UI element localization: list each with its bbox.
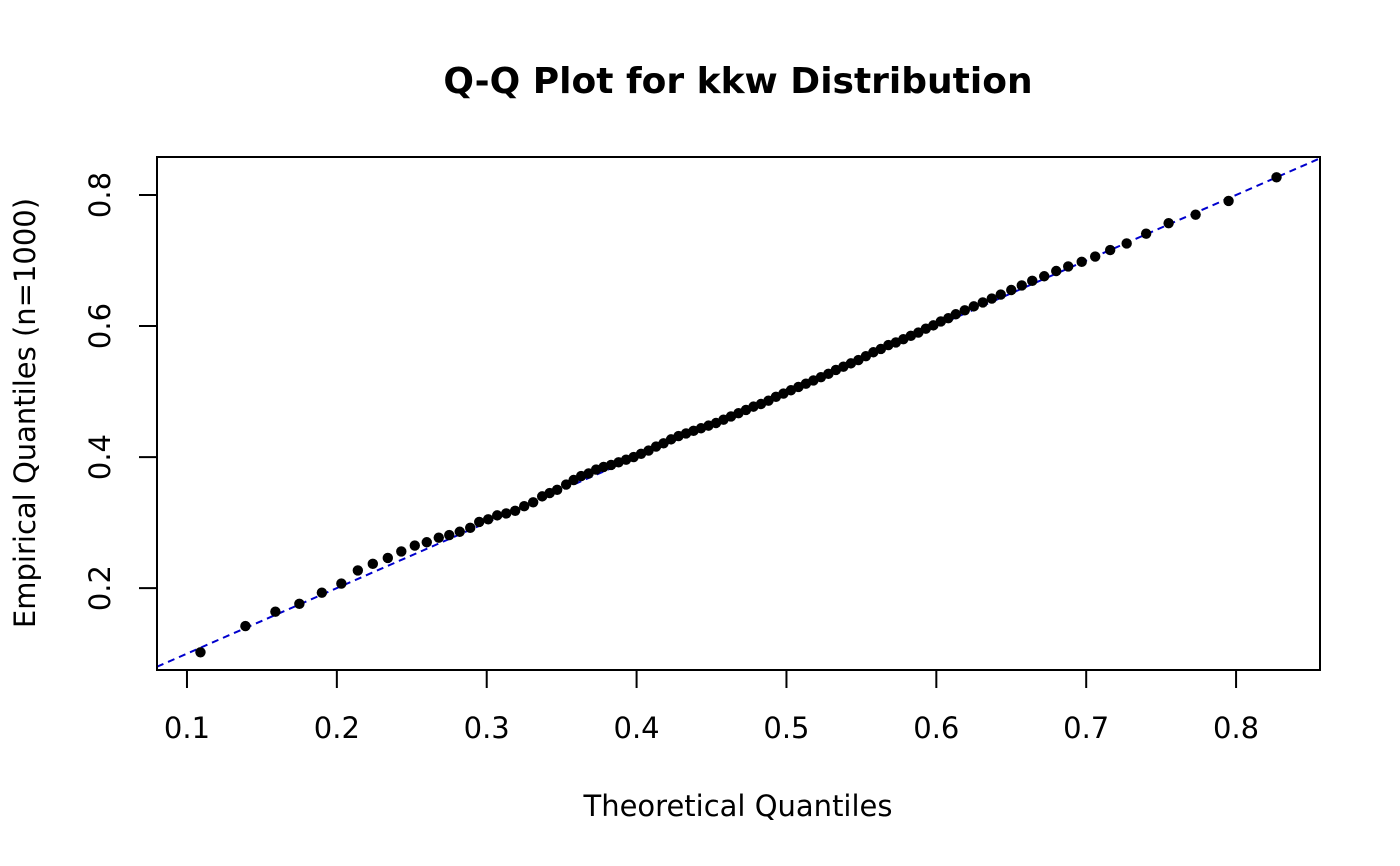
x-tick-label: 0.3: [464, 711, 510, 745]
data-point: [986, 293, 997, 304]
y-tick-label: 0.6: [83, 303, 117, 349]
data-point: [316, 587, 328, 598]
data-point: [1051, 265, 1062, 277]
data-point: [409, 540, 420, 551]
x-tick-label: 0.5: [763, 711, 809, 745]
data-point: [382, 552, 394, 564]
data-point: [270, 606, 281, 617]
data-point: [336, 578, 347, 589]
data-point: [950, 309, 962, 320]
data-point: [1163, 217, 1174, 229]
data-point: [421, 537, 432, 548]
data-point: [444, 529, 455, 541]
data-point: [968, 301, 979, 312]
data-point: [518, 501, 530, 512]
x-tick-label: 0.6: [913, 711, 959, 745]
x-tick-label: 0.1: [164, 711, 210, 745]
data-point: [454, 526, 465, 537]
y-tick-label: 0.8: [83, 172, 117, 218]
data-point: [1271, 172, 1282, 183]
data-point: [977, 297, 988, 308]
data-point: [1121, 238, 1132, 249]
data-point: [527, 497, 539, 508]
data-point: [396, 546, 407, 557]
data-point: [1104, 244, 1116, 256]
y-tick-label: 0.2: [83, 565, 117, 611]
data-point: [1089, 251, 1101, 262]
y-axis-label: Empirical Quantiles (n=1000): [8, 198, 42, 628]
chart-title: Q-Q Plot for kkw Distribution: [443, 61, 1032, 102]
data-point: [995, 289, 1006, 300]
data-point: [1016, 280, 1027, 291]
data-point: [240, 620, 251, 632]
data-point: [500, 508, 512, 519]
data-point: [465, 522, 476, 534]
plot-frame: [156, 156, 1321, 671]
y-axis: 0.2 0.4 0.6 0.8: [83, 172, 158, 611]
x-tick-label: 0.4: [614, 711, 660, 745]
data-point: [433, 532, 444, 543]
data-point: [1039, 271, 1050, 282]
data-point: [551, 484, 563, 496]
data-point: [294, 598, 305, 610]
data-point: [195, 647, 206, 658]
data-point: [1063, 261, 1074, 272]
data-point: [492, 510, 503, 521]
data-point: [1190, 209, 1201, 220]
data-points: [195, 172, 1282, 658]
y-tick-label: 0.4: [83, 434, 117, 480]
data-point: [367, 558, 379, 570]
data-point: [959, 305, 971, 316]
data-point: [1006, 284, 1017, 296]
x-axis: 0.1 0.2 0.3 0.4 0.5 0.6 0.7 0.8: [164, 669, 1259, 745]
x-tick-label: 0.2: [314, 711, 360, 745]
data-point: [509, 505, 521, 516]
data-point: [352, 565, 364, 576]
x-tick-label: 0.7: [1063, 711, 1109, 745]
data-point: [1027, 275, 1038, 287]
x-axis-label: Theoretical Quantiles: [582, 789, 892, 823]
data-point: [1140, 228, 1152, 239]
data-point: [483, 514, 494, 525]
data-point: [1076, 256, 1087, 268]
data-point: [1223, 195, 1234, 207]
x-tick-label: 0.8: [1213, 711, 1259, 745]
data-point: [474, 516, 485, 528]
data-point: [560, 479, 572, 490]
